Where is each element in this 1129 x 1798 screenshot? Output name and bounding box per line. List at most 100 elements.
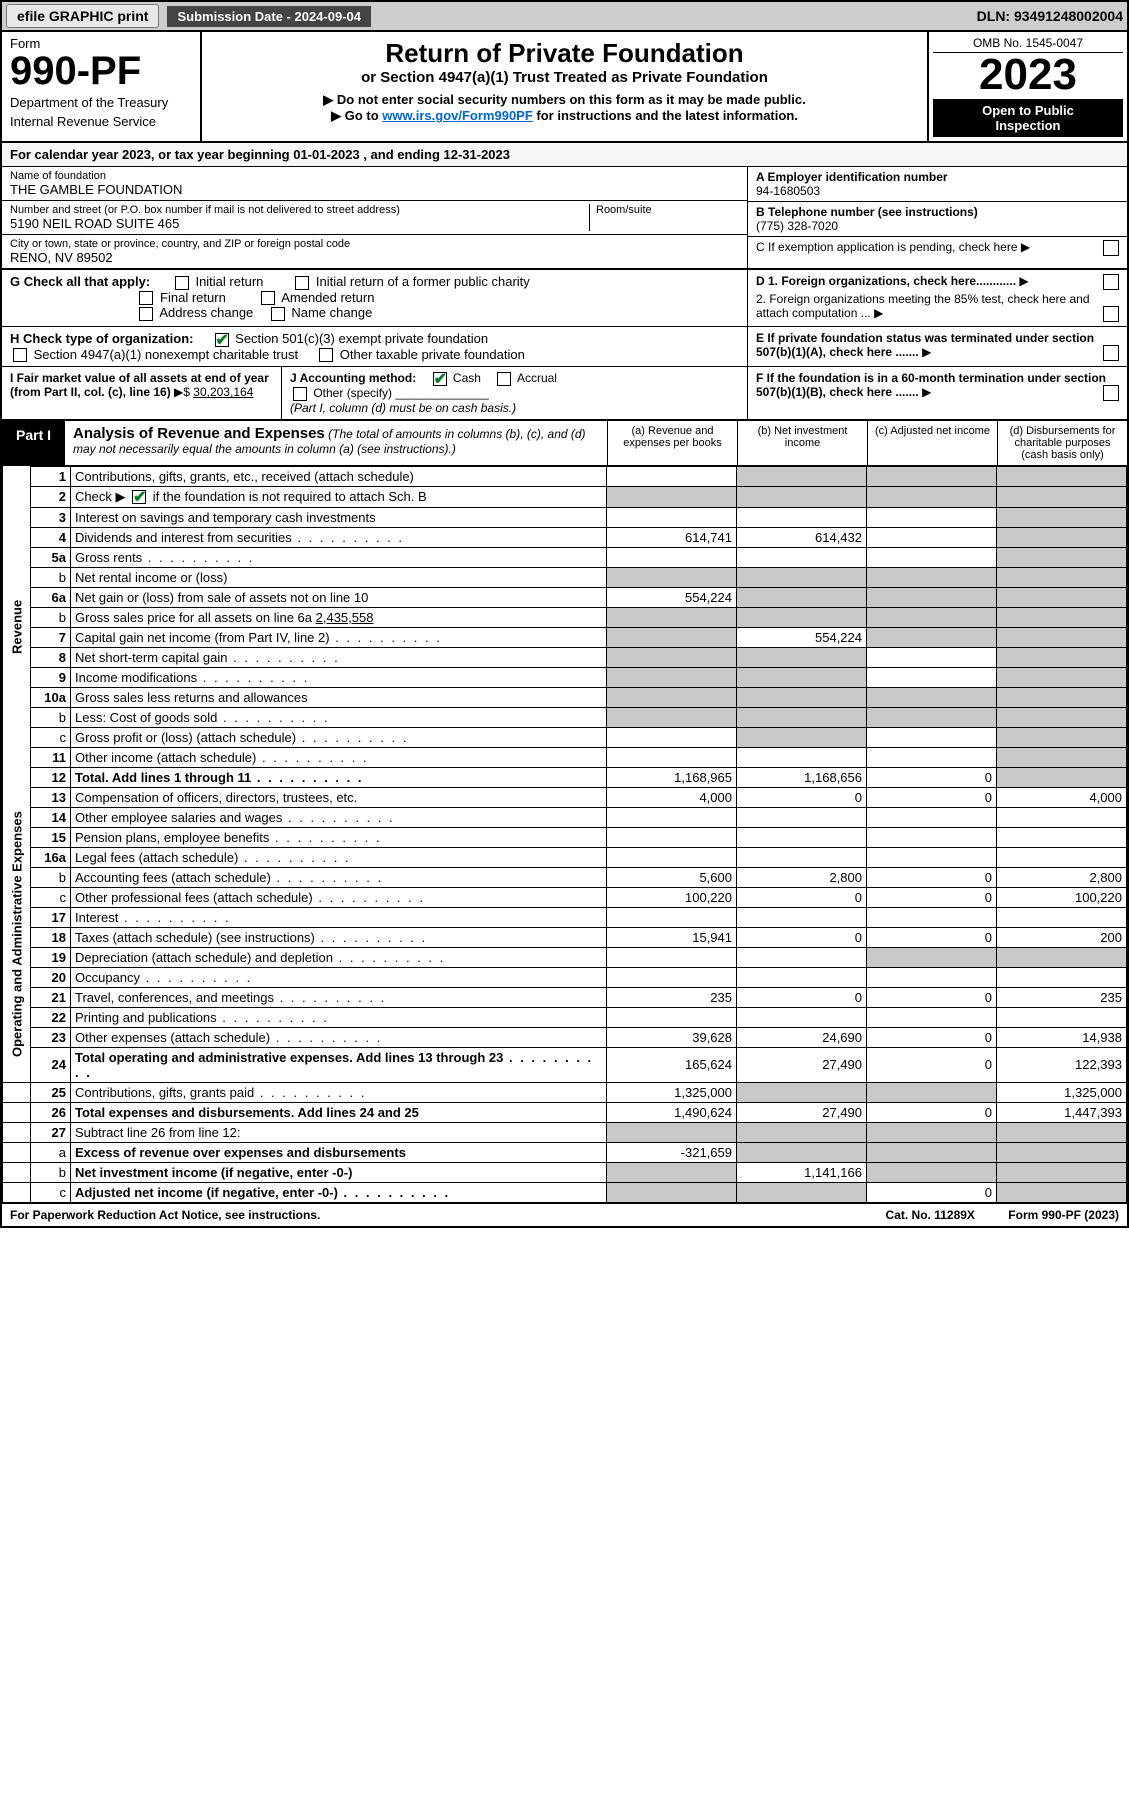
line-27: 27Subtract line 26 from line 12: (3, 1122, 1127, 1142)
checkbox-other-taxable[interactable] (319, 348, 333, 362)
line-17: 17Interest (3, 907, 1127, 927)
line-7: 7Capital gain net income (from Part IV, … (3, 627, 1127, 647)
section-d-right: D 1. Foreign organizations, check here..… (747, 270, 1127, 326)
checkbox-e[interactable] (1103, 345, 1119, 361)
phone-label: B Telephone number (see instructions) (756, 205, 1119, 219)
column-headers: (a) Revenue and expenses per books (b) N… (607, 421, 1127, 465)
form-number: 990-PF (10, 51, 192, 91)
address-cell: Number and street (or P.O. box number if… (2, 201, 747, 235)
line-20: 20Occupancy (3, 967, 1127, 987)
checkbox-final-return[interactable] (139, 291, 153, 305)
entity-info-left: Name of foundation THE GAMBLE FOUNDATION… (2, 167, 747, 268)
open-public-1: Open to Public (933, 103, 1123, 118)
checkbox-501c3[interactable] (215, 333, 229, 347)
room-suite-label: Room/suite (589, 204, 739, 231)
form-ref: Form 990-PF (2023) (1008, 1208, 1119, 1222)
calendar-year-row: For calendar year 2023, or tax year begi… (2, 143, 1127, 167)
checkbox-initial-return[interactable] (175, 276, 189, 290)
section-j: J Accounting method: Cash Accrual Other … (282, 367, 747, 419)
open-public-badge: Open to Public Inspection (933, 99, 1123, 137)
l1-desc: Contributions, gifts, grants, etc., rece… (71, 466, 607, 486)
line-18: 18Taxes (attach schedule) (see instructi… (3, 927, 1127, 947)
header-center: Return of Private Foundation or Section … (202, 32, 927, 141)
h-opt1: Section 501(c)(3) exempt private foundat… (235, 331, 488, 346)
checkbox-other-method[interactable] (293, 387, 307, 401)
part1-desc: Analysis of Revenue and Expenses (The to… (65, 421, 607, 465)
goto-pre: ▶ Go to (331, 108, 382, 123)
line-10c: cGross profit or (loss) (attach schedule… (3, 727, 1127, 747)
form-container: efile GRAPHIC print Submission Date - 20… (0, 0, 1129, 1228)
line-4: 4Dividends and interest from securities6… (3, 527, 1127, 547)
section-i: I Fair market value of all assets at end… (2, 367, 282, 419)
section-f-right: F If the foundation is in a 60-month ter… (747, 367, 1127, 419)
checkbox-f[interactable] (1103, 385, 1119, 401)
h-opt2: Section 4947(a)(1) nonexempt charitable … (34, 347, 298, 362)
line-1: Revenue 1Contributions, gifts, grants, e… (3, 466, 1127, 486)
line-10b: bLess: Cost of goods sold (3, 707, 1127, 727)
j-label: J Accounting method: (290, 371, 416, 385)
goto-note: ▶ Go to www.irs.gov/Form990PF for instru… (212, 108, 917, 124)
topbar: efile GRAPHIC print Submission Date - 20… (2, 2, 1127, 32)
line-27b: bNet investment income (if negative, ent… (3, 1162, 1127, 1182)
form-title: Return of Private Foundation (212, 38, 917, 69)
line-19: 19Depreciation (attach schedule) and dep… (3, 947, 1127, 967)
line-2: 2 Check ▶ if the foundation is not requi… (3, 486, 1127, 507)
j-accrual: Accrual (517, 371, 557, 385)
line-16a: 16aLegal fees (attach schedule) (3, 847, 1127, 867)
line-6b: bGross sales price for all assets on lin… (3, 607, 1127, 627)
d1-label: D 1. Foreign organizations, check here..… (756, 274, 1016, 288)
checkbox-name-change[interactable] (271, 307, 285, 321)
g-opt3: Address change (159, 305, 253, 320)
form-subtitle: or Section 4947(a)(1) Trust Treated as P… (212, 69, 917, 86)
submission-date: Submission Date - 2024-09-04 (167, 6, 371, 27)
checkbox-amended-return[interactable] (261, 291, 275, 305)
g-opt2: Final return (160, 290, 226, 305)
checkbox-accrual[interactable] (497, 372, 511, 386)
checkbox-c[interactable] (1103, 240, 1119, 256)
footer-right-group: Cat. No. 11289X Form 990-PF (2023) (886, 1208, 1119, 1222)
line-23: 23Other expenses (attach schedule)39,628… (3, 1027, 1127, 1047)
phone-value: (775) 328-7020 (756, 219, 1119, 233)
part1-title: Analysis of Revenue and Expenses (73, 425, 325, 442)
ein-value: 94-1680503 (756, 184, 1119, 198)
checkbox-d2[interactable] (1103, 306, 1119, 322)
line-13: Operating and Administrative Expenses 13… (3, 787, 1127, 807)
checkbox-4947a1[interactable] (13, 348, 27, 362)
h-checkboxes: H Check type of organization: Section 50… (2, 327, 747, 366)
g-opt1: Initial return (195, 274, 263, 289)
exemption-pending-cell: C If exemption application is pending, c… (748, 237, 1127, 257)
line-10a: 10aGross sales less returns and allowanc… (3, 687, 1127, 707)
checkbox-schb[interactable] (132, 490, 146, 504)
ssn-warning: ▶ Do not enter social security numbers o… (212, 92, 917, 108)
line-26: 26Total expenses and disbursements. Add … (3, 1102, 1127, 1122)
line-21: 21Travel, conferences, and meetings23500… (3, 987, 1127, 1007)
ij-left: I Fair market value of all assets at end… (2, 367, 747, 419)
checkbox-d1[interactable] (1103, 274, 1119, 290)
treasury-dept: Department of the Treasury (10, 95, 192, 110)
form990pf-link[interactable]: www.irs.gov/Form990PF (382, 108, 533, 123)
line-11: 11Other income (attach schedule) (3, 747, 1127, 767)
j-other: Other (specify) (313, 386, 392, 400)
part1-header: Part I Analysis of Revenue and Expenses … (2, 421, 1127, 466)
col-d-header: (d) Disbursements for charitable purpose… (997, 421, 1127, 465)
address-label: Number and street (or P.O. box number if… (10, 204, 589, 216)
section-h-row: H Check type of organization: Section 50… (2, 327, 1127, 367)
entity-info-block: Name of foundation THE GAMBLE FOUNDATION… (2, 167, 1127, 270)
checkbox-cash[interactable] (433, 372, 447, 386)
fmv-value: 30,203,164 (193, 385, 253, 399)
city-label: City or town, state or province, country… (10, 238, 739, 250)
city-cell: City or town, state or province, country… (2, 235, 747, 268)
j-cash: Cash (453, 371, 481, 385)
line-24: 24Total operating and administrative exp… (3, 1047, 1127, 1082)
city-value: RENO, NV 89502 (10, 250, 739, 265)
j-note: (Part I, column (d) must be on cash basi… (290, 401, 516, 415)
h-label: H Check type of organization: (10, 331, 193, 346)
ein-cell: A Employer identification number 94-1680… (748, 167, 1127, 202)
checkbox-initial-return-former[interactable] (295, 276, 309, 290)
line-5a: 5aGross rents (3, 547, 1127, 567)
page-footer: For Paperwork Reduction Act Notice, see … (2, 1203, 1127, 1226)
efile-print-button[interactable]: efile GRAPHIC print (6, 4, 159, 28)
checkbox-address-change[interactable] (139, 307, 153, 321)
exemption-label: C If exemption application is pending, c… (756, 240, 1018, 254)
form-header: Form 990-PF Department of the Treasury I… (2, 32, 1127, 143)
